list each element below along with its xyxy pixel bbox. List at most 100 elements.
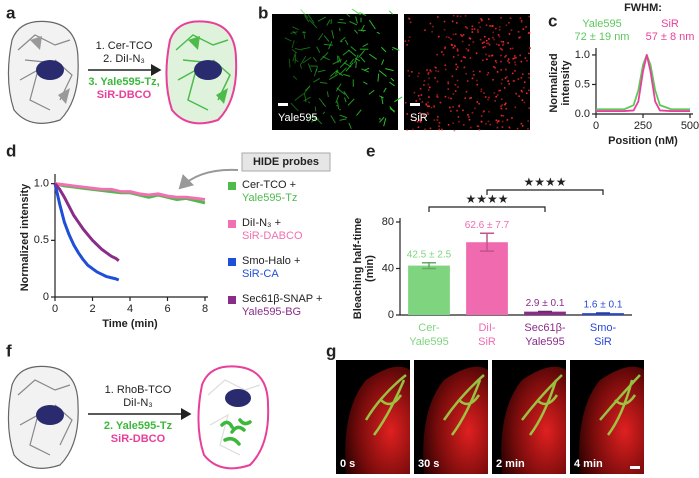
texture-dot xyxy=(492,36,494,39)
legend-swatch xyxy=(228,296,236,304)
texture-stroke xyxy=(347,98,355,106)
panel-label: b xyxy=(258,3,268,22)
texture-stroke xyxy=(317,69,326,73)
texture-stroke xyxy=(343,91,350,100)
texture-dot xyxy=(437,70,440,73)
mito-green xyxy=(442,374,485,436)
texture-stroke xyxy=(300,55,307,65)
texture-dot xyxy=(508,83,510,85)
texture-stroke xyxy=(307,63,313,73)
texture-dot xyxy=(468,44,470,46)
texture-dot xyxy=(495,27,497,30)
texture-dot xyxy=(447,123,450,126)
texture-stroke xyxy=(358,29,366,32)
texture-dot xyxy=(459,15,462,18)
texture-stroke xyxy=(336,104,338,107)
texture-dot xyxy=(411,116,413,118)
texture-dot xyxy=(485,53,487,56)
frame-label: 0 s xyxy=(340,458,355,470)
texture-dot xyxy=(456,48,459,51)
mito-green xyxy=(599,374,641,436)
texture-stroke xyxy=(326,91,329,98)
texture-dot xyxy=(441,51,443,53)
texture-stroke xyxy=(310,117,317,123)
texture-dot xyxy=(490,55,493,57)
texture-dot xyxy=(512,57,515,60)
texture-dot xyxy=(494,66,496,69)
step: SiR-DBCO xyxy=(111,433,166,445)
texture-dot xyxy=(485,24,488,27)
panel-label: c xyxy=(548,11,557,30)
texture-stroke xyxy=(292,75,298,80)
texture-dot xyxy=(489,25,491,27)
texture-dot xyxy=(525,92,528,95)
texture-dot xyxy=(422,115,425,118)
texture-stroke xyxy=(344,39,349,45)
texture-stroke xyxy=(381,96,384,105)
texture-dot xyxy=(447,82,450,85)
texture-dot xyxy=(469,37,472,40)
texture-dot xyxy=(435,66,437,69)
texture-dot xyxy=(518,95,520,97)
texture-stroke xyxy=(329,69,339,77)
texture-dot xyxy=(504,102,507,105)
texture-dot xyxy=(496,71,499,73)
texture-dot xyxy=(498,120,500,122)
texture-dot xyxy=(498,44,500,46)
texture-dot xyxy=(415,100,418,102)
y-tick-label: 0.5 xyxy=(575,78,590,90)
y-axis-label: Normalized intensity xyxy=(19,183,31,291)
texture-stroke xyxy=(348,49,357,57)
texture-dot xyxy=(425,103,428,105)
texture-dot xyxy=(488,110,490,113)
texture-stroke xyxy=(291,40,295,49)
texture-dot xyxy=(508,33,511,35)
texture-dot xyxy=(520,89,523,92)
texture-dot xyxy=(501,44,504,47)
x-tick-label: SiR xyxy=(478,336,496,348)
texture-dot xyxy=(426,105,429,108)
texture-dot xyxy=(423,80,426,82)
texture-stroke xyxy=(328,74,339,81)
texture-stroke xyxy=(291,49,298,54)
texture-dot xyxy=(495,61,498,64)
step: 2. Yale595-Tz xyxy=(104,420,173,432)
legend-value: 57 ± 8 nm xyxy=(646,31,695,43)
texture-dot xyxy=(498,29,501,31)
texture-dot xyxy=(467,49,470,51)
texture-dot xyxy=(413,91,416,94)
texture-stroke xyxy=(342,49,350,56)
texture-dot xyxy=(472,70,475,73)
texture-dot xyxy=(433,106,436,108)
texture-stroke xyxy=(294,58,299,63)
texture-dot xyxy=(426,111,429,114)
x-tick-label: DiI- xyxy=(478,322,495,334)
texture-dot xyxy=(520,21,523,23)
y-tick-label: 1.0 xyxy=(575,49,590,61)
step: 3. Yale595-Tz, xyxy=(88,76,159,88)
y-tick-label: 40 xyxy=(382,262,394,274)
texture-stroke xyxy=(304,15,310,23)
bar xyxy=(408,265,450,315)
texture-stroke xyxy=(294,54,297,64)
texture-dot xyxy=(499,89,502,92)
texture-stroke xyxy=(289,116,294,122)
texture-stroke xyxy=(339,60,348,68)
texture-stroke xyxy=(337,101,340,110)
texture-stroke xyxy=(284,37,292,42)
texture-dot xyxy=(453,129,456,132)
texture-stroke xyxy=(306,117,309,123)
y-tick-label: 80 xyxy=(382,216,394,228)
texture-dot xyxy=(511,117,513,119)
texture-dot xyxy=(520,19,523,22)
bar xyxy=(524,311,566,315)
texture-stroke xyxy=(292,26,300,31)
texture-dot xyxy=(480,17,482,20)
texture-dot xyxy=(527,32,530,34)
texture-dot xyxy=(471,28,474,31)
texture-dot xyxy=(419,98,421,100)
texture-dot xyxy=(503,87,506,89)
texture-dot xyxy=(524,57,527,59)
texture-dot xyxy=(507,80,509,82)
texture-dot xyxy=(452,106,454,108)
